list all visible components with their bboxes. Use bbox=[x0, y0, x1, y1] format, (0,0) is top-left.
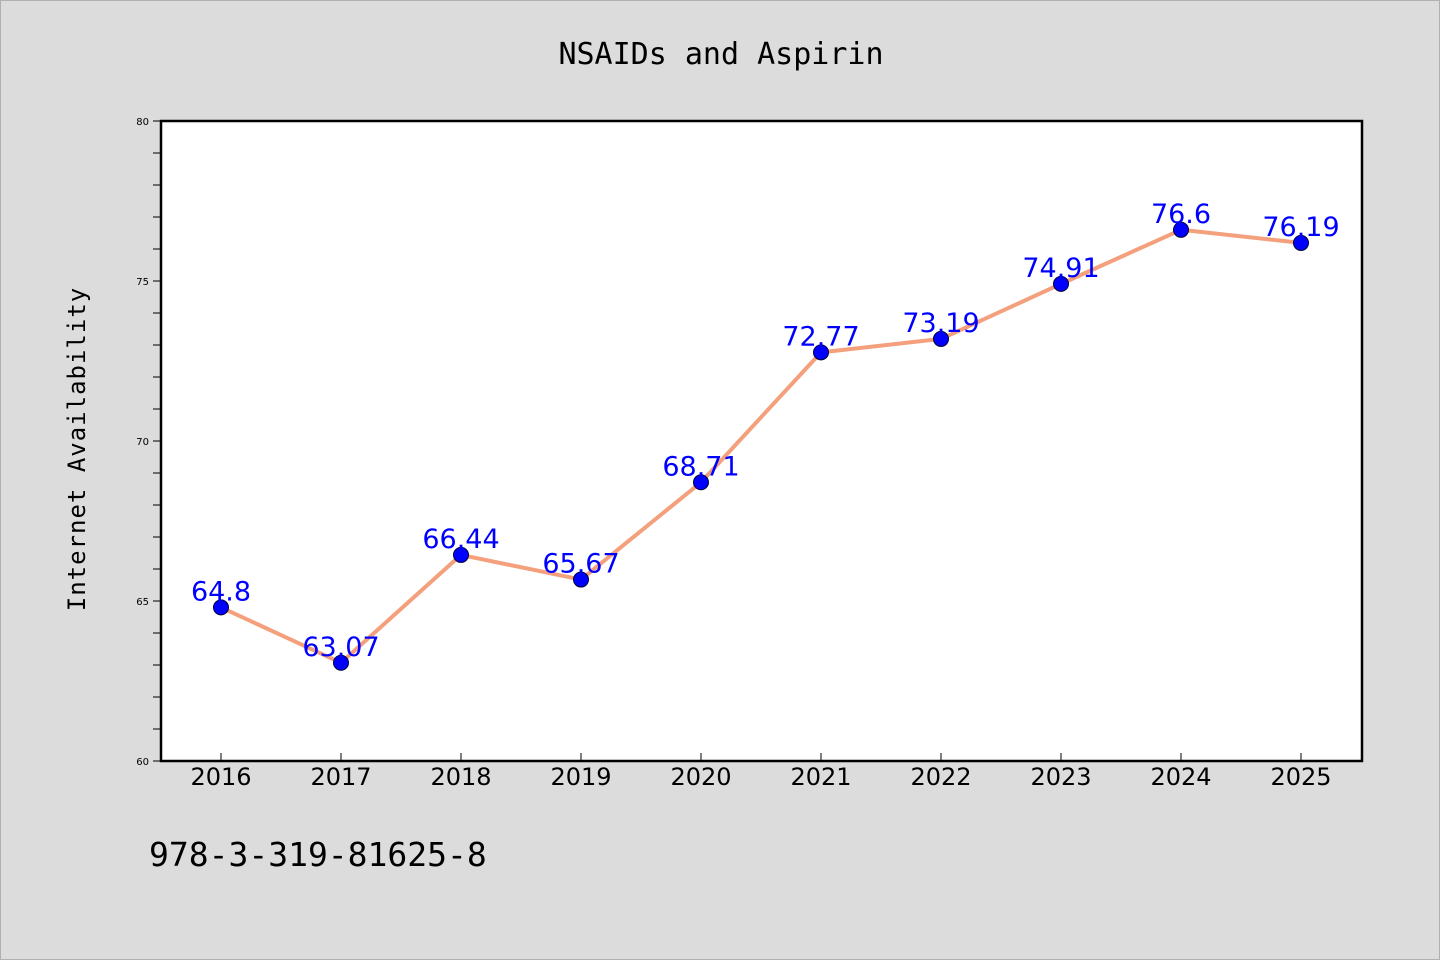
x-axis-ticks: 2016 2017 2018 2019 2020 2021 2022 2023 2024 2025 bbox=[190, 753, 1332, 791]
data-point bbox=[933, 330, 949, 347]
data-point bbox=[453, 546, 469, 563]
x-tick-label: 2025 bbox=[1270, 763, 1331, 791]
x-tick-label: 2021 bbox=[790, 763, 851, 791]
data-label: 66.44 bbox=[422, 524, 499, 555]
y-tick-label: 65 bbox=[136, 597, 149, 608]
data-label: 63.07 bbox=[302, 632, 379, 663]
x-tick-label: 2023 bbox=[1030, 763, 1091, 791]
y-tick-label: 70 bbox=[136, 437, 149, 448]
data-label: 72.77 bbox=[782, 321, 859, 352]
y-tick-label: 60 bbox=[136, 757, 149, 768]
x-tick-label: 2022 bbox=[910, 763, 971, 791]
data-point bbox=[693, 474, 709, 491]
data-label: 73.19 bbox=[902, 308, 979, 339]
data-point bbox=[1293, 234, 1309, 251]
y-axis-label: Internet Availability bbox=[63, 287, 91, 611]
data-label: 76.6 bbox=[1151, 199, 1211, 230]
data-point bbox=[1053, 275, 1069, 292]
x-tick-label: 2018 bbox=[430, 763, 491, 791]
data-label: 74.91 bbox=[1022, 253, 1099, 284]
x-tick-label: 2020 bbox=[670, 763, 731, 791]
y-axis-ticks: 60 65 70 75 80 bbox=[136, 117, 161, 768]
footer-isbn: 978-3-319-81625-8 bbox=[149, 835, 487, 874]
data-point bbox=[333, 654, 349, 671]
data-label: 68.71 bbox=[662, 451, 739, 482]
data-label: 65.67 bbox=[542, 549, 619, 580]
data-point bbox=[573, 571, 589, 588]
y-tick-label: 80 bbox=[136, 117, 149, 128]
series-line bbox=[219, 227, 1303, 665]
data-label: 64.8 bbox=[191, 576, 251, 607]
y-tick-label: 75 bbox=[136, 277, 149, 288]
series-layer bbox=[213, 221, 1309, 671]
x-tick-label: 2019 bbox=[550, 763, 611, 791]
chart-title: NSAIDs and Aspirin bbox=[558, 37, 883, 72]
x-tick-label: 2016 bbox=[190, 763, 251, 791]
x-tick-label: 2017 bbox=[310, 763, 371, 791]
data-point bbox=[813, 344, 829, 361]
data-label-layer: 64.8 63.07 66.44 65.67 68.71 72.77 73.19 74.91 7… bbox=[191, 199, 1340, 663]
x-tick-label: 2024 bbox=[1150, 763, 1211, 791]
plot-area bbox=[159, 119, 1364, 763]
data-label: 76.19 bbox=[1262, 212, 1339, 243]
data-point bbox=[1173, 221, 1189, 238]
data-point bbox=[213, 599, 229, 616]
